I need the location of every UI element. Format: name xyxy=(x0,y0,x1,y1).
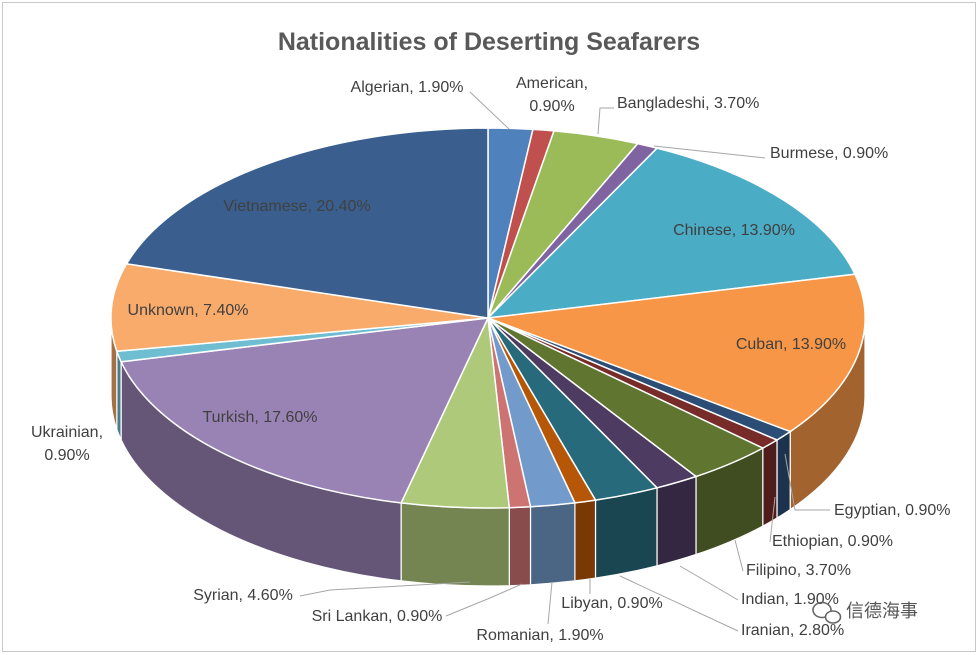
leader-algerian xyxy=(469,91,510,130)
leader-ethiopian xyxy=(769,496,776,543)
leader-romanian xyxy=(547,581,553,625)
label-chinese: Chinese, 13.90% xyxy=(673,222,795,239)
label-indian: Indian, 1.90% xyxy=(741,591,839,608)
leader-indian xyxy=(679,565,739,601)
slice-side-ethiopian xyxy=(762,438,778,528)
slice-unknown xyxy=(110,262,489,353)
wechat-icon xyxy=(812,601,842,624)
slice-side-ukrainian xyxy=(116,351,122,441)
slice-labels: Algerian, 1.90% American, 0.90% Bangladeshi… xyxy=(31,75,951,644)
label-iranian: Iranian, 2.80% xyxy=(741,622,844,639)
label-vietnamese: Vietnamese, 20.40% xyxy=(223,198,370,215)
leader-burmese xyxy=(653,145,766,159)
slice-side-syrian xyxy=(400,502,510,587)
slice-vietnamese xyxy=(125,127,489,319)
slice-side-romanian xyxy=(529,502,576,586)
leader-filipino xyxy=(734,539,744,572)
label-algerian: Algerian, 1.90% xyxy=(351,79,464,96)
leader-lines xyxy=(299,91,830,632)
pie-sides xyxy=(110,317,866,587)
pie-tops xyxy=(110,127,866,509)
leader-sri-lankan xyxy=(445,583,523,617)
label-sri-lankan: Sri Lankan, 0.90% xyxy=(312,608,443,625)
label-ethiopian: Ethiopian, 0.90% xyxy=(772,533,893,550)
leader-bangladeshi xyxy=(597,107,614,135)
label-burmese: Burmese, 0.90% xyxy=(770,145,888,162)
chart-title: Nationalities of Deserting Seafarers xyxy=(278,28,700,56)
slice-cuban xyxy=(487,273,866,433)
label-filipino: Filipino, 3.70% xyxy=(746,562,851,579)
slice-chinese xyxy=(485,147,857,320)
label-cuban: Cuban, 13.90% xyxy=(736,336,846,353)
leader-syrian xyxy=(299,581,471,597)
label-unknown: Unknown, 7.40% xyxy=(128,302,249,319)
leader-egyptian xyxy=(784,453,830,511)
slice-side-indian xyxy=(656,475,697,567)
label-turkish: Turkish, 17.60% xyxy=(202,409,317,426)
label-romanian: Romanian, 1.90% xyxy=(476,627,603,644)
watermark: 信德海事 xyxy=(812,601,918,624)
label-bangladeshi: Bangladeshi, 3.70% xyxy=(617,95,759,112)
slice-side-iranian xyxy=(594,487,658,579)
leader-iranian xyxy=(619,575,739,632)
label-syrian: Syrian, 4.60% xyxy=(193,587,293,604)
slice-side-libyan xyxy=(574,499,597,582)
slice-side-sri-lankan xyxy=(508,506,532,587)
label-egyptian: Egyptian, 0.90% xyxy=(834,502,951,519)
watermark-text: 信德海事 xyxy=(846,601,918,622)
label-ukrainian: Ukrainian, 0.90% xyxy=(31,424,103,464)
label-american: American, 0.90% xyxy=(516,75,588,115)
label-libyan: Libyan, 0.90% xyxy=(561,595,662,612)
slice-turkish xyxy=(119,317,490,504)
